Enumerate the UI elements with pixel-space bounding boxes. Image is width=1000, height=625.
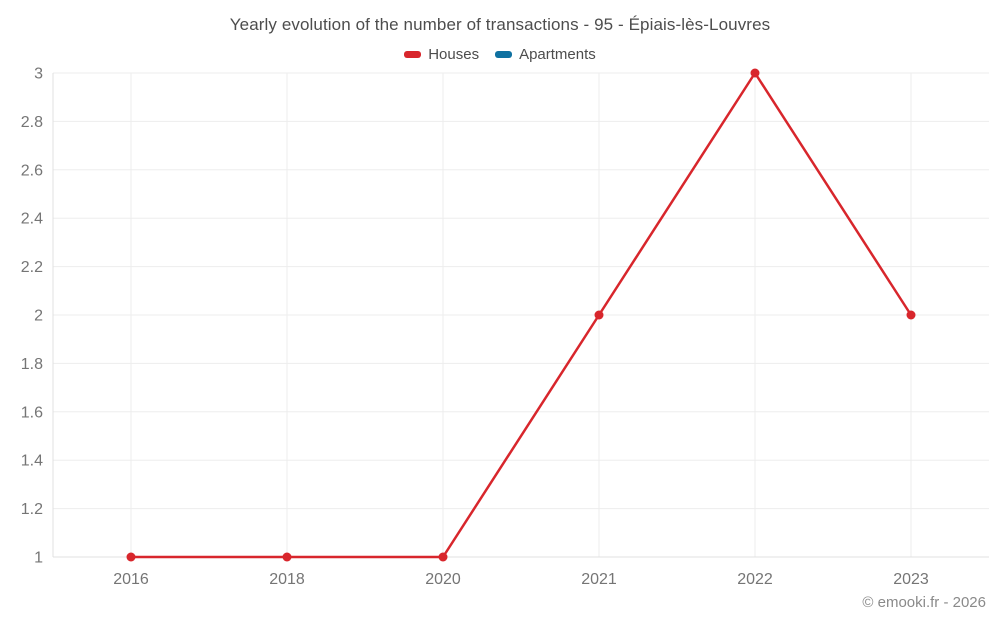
chart-title: Yearly evolution of the number of transa… <box>229 15 771 34</box>
data-point-houses[interactable] <box>750 68 760 78</box>
x-tick-label: 2020 <box>425 571 461 588</box>
data-point-houses[interactable] <box>438 552 448 562</box>
x-tick-label: 2022 <box>737 571 773 588</box>
y-tick-label: 2 <box>34 308 43 325</box>
data-point-houses[interactable] <box>282 552 292 562</box>
y-tick-label: 2.4 <box>21 211 43 228</box>
data-point-houses[interactable] <box>906 310 916 320</box>
y-tick-label: 1.2 <box>21 501 43 518</box>
x-tick-label: 2021 <box>581 571 617 588</box>
data-point-houses[interactable] <box>594 310 604 320</box>
x-tick-label: 2023 <box>893 571 929 588</box>
y-tick-label: 2.6 <box>21 162 43 179</box>
y-tick-label: 2.2 <box>21 259 43 276</box>
x-tick-label: 2016 <box>113 571 149 588</box>
series-line-houses[interactable] <box>129 71 913 559</box>
legend-label-apartments: Apartments <box>519 46 596 63</box>
y-tick-label: 1.8 <box>21 356 43 373</box>
houses-legend-swatch-icon <box>404 51 422 58</box>
y-tick-label: 1.6 <box>21 404 43 421</box>
legend-label-houses: Houses <box>428 46 480 63</box>
data-point-houses[interactable] <box>126 552 136 562</box>
y-tick-label: 1 <box>34 550 43 567</box>
legend: Houses Apartments <box>0 46 1000 63</box>
y-tick-label: 1.4 <box>21 453 43 470</box>
x-tick-label: 2018 <box>269 571 305 588</box>
y-tick-label: 2.8 <box>21 114 43 131</box>
legend-item-houses[interactable]: Houses <box>404 46 479 63</box>
legend-item-apartments[interactable]: Apartments <box>495 46 596 63</box>
y-tick-label: 3 <box>34 66 43 83</box>
footer-credit: © emooki.fr - 2026 <box>862 594 986 611</box>
apartments-legend-swatch-icon <box>495 51 513 58</box>
